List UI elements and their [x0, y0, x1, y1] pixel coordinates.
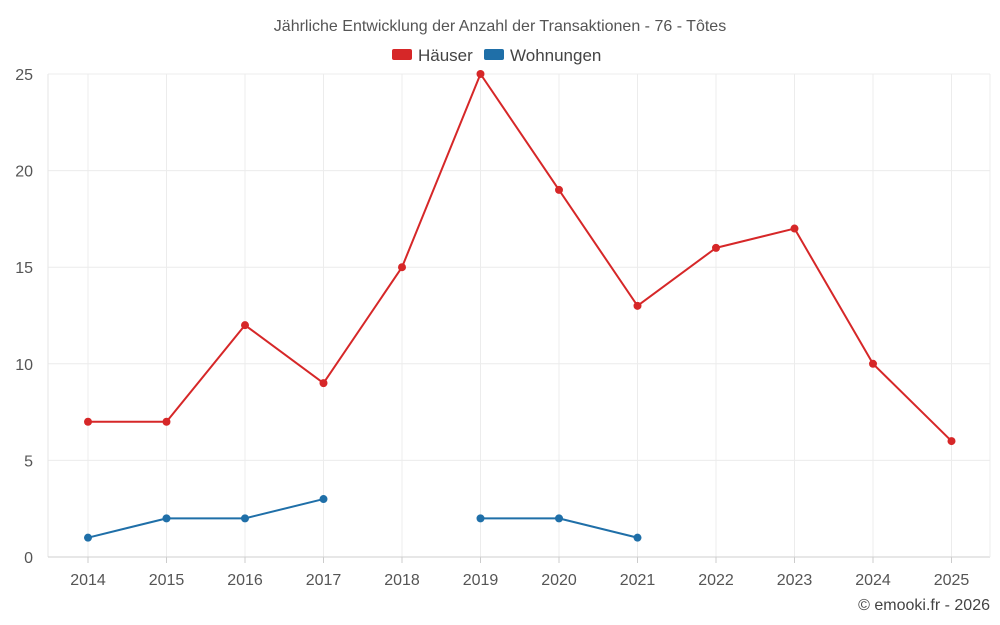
x-tick-label: 2016	[227, 572, 263, 589]
data-point-haeuser-2014[interactable]	[84, 417, 92, 426]
y-tick-label: 0	[24, 550, 33, 567]
data-point-haeuser-2019[interactable]	[476, 70, 485, 78]
data-point-haeuser-2015[interactable]	[162, 417, 171, 426]
data-point-haeuser-2021[interactable]	[633, 301, 642, 310]
x-tick-label: 2017	[306, 572, 342, 589]
data-point-wohnungen-2020[interactable]	[555, 514, 563, 523]
data-point-wohnungen-2017[interactable]	[319, 495, 328, 504]
y-tick-label: 10	[15, 357, 33, 374]
y-tick-label: 20	[15, 164, 33, 181]
y-tick-label: 15	[15, 260, 33, 277]
data-point-haeuser-2023[interactable]	[790, 224, 799, 233]
legend-label-haeuser[interactable]: Häuser	[418, 46, 473, 65]
x-tick-label: 2022	[698, 572, 734, 589]
series-line-wohnungen	[87, 498, 324, 539]
y-tick-label: 5	[24, 453, 33, 470]
data-point-haeuser-2017[interactable]	[319, 379, 328, 388]
data-point-haeuser-2020[interactable]	[555, 185, 563, 194]
data-point-haeuser-2022[interactable]	[712, 243, 720, 252]
x-tick-label: 2020	[541, 572, 577, 589]
x-tick-label: 2024	[855, 572, 891, 589]
x-tick-label: 2021	[620, 572, 656, 589]
data-point-wohnungen-2015[interactable]	[162, 514, 171, 523]
data-point-wohnungen-2019[interactable]	[476, 514, 485, 523]
x-tick-label: 2019	[463, 572, 499, 589]
legend: Häuser Wohnungen	[392, 46, 601, 65]
grid	[48, 73, 990, 558]
data-point-wohnungen-2016[interactable]	[241, 514, 249, 523]
series-layer	[84, 70, 956, 542]
y-tick-label: 25	[15, 67, 33, 84]
series-line-haeuser	[88, 73, 953, 442]
x-tick-label: 2015	[149, 572, 185, 589]
data-point-haeuser-2025[interactable]	[947, 437, 956, 446]
data-point-wohnungen-2014[interactable]	[84, 533, 92, 542]
data-point-haeuser-2018[interactable]	[398, 263, 406, 272]
x-tick-label: 2023	[777, 572, 813, 589]
legend-label-wohnungen[interactable]: Wohnungen	[510, 46, 601, 65]
legend-swatch-wohnungen	[484, 49, 504, 60]
data-point-wohnungen-2021[interactable]	[633, 533, 642, 542]
x-tick-label: 2014	[70, 572, 106, 589]
data-point-haeuser-2016[interactable]	[241, 321, 249, 330]
legend-swatch-haeuser	[392, 49, 412, 60]
credit-text: © emooki.fr - 2026	[858, 597, 990, 614]
x-tick-label: 2025	[934, 572, 970, 589]
data-point-haeuser-2024[interactable]	[869, 359, 877, 368]
chart-title: Jährliche Entwicklung der Anzahl der Tra…	[274, 18, 726, 35]
x-tick-label: 2018	[384, 572, 420, 589]
